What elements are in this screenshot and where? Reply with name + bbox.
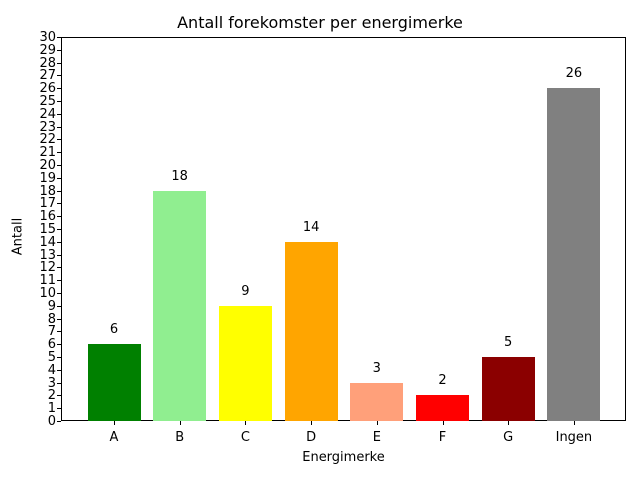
bar-value-label: 5 [504,335,513,350]
x-tick-label: Ingen [555,430,593,445]
y-tick-label: 30 [39,30,56,45]
y-tick-label: 16 [39,209,56,225]
x-axis-label: Energimerke [302,450,385,465]
y-tick-mark [57,369,61,371]
y-tick-label: 14 [39,234,56,250]
x-tick-label: A [109,430,119,445]
y-tick-mark [57,421,61,422]
y-tick-mark [57,113,61,115]
y-tick-label: 4 [47,362,56,378]
x-tick-mark [179,421,181,425]
y-tick-mark [57,408,61,410]
y-tick-mark [57,203,61,205]
chart-title: Antall forekomster per energimerke [177,13,463,32]
y-tick-mark [57,344,61,346]
y-tick-mark [57,216,61,218]
y-tick-label: 22 [39,132,56,148]
x-tick-mark [442,421,444,425]
bar-ingen [547,88,601,421]
y-tick-mark [57,190,61,192]
y-tick-mark [57,49,61,51]
bar-value-label: 18 [171,168,188,184]
y-tick-label: 10 [39,286,56,301]
y-tick-mark [57,357,61,358]
bar-value-label: 9 [241,283,250,299]
y-tick-mark [57,318,61,320]
bar-f [416,395,469,421]
y-tick-label: 3 [47,375,56,391]
y-tick-label: 12 [39,260,56,276]
y-tick-mark [57,241,61,243]
y-tick-label: 0 [47,414,56,429]
bar-value-label: 2 [438,373,447,389]
y-axis-label: Antall [10,217,26,256]
x-tick-label: D [306,430,317,445]
bar-value-label: 3 [372,360,381,376]
y-tick-mark [57,293,61,294]
y-tick-label: 28 [39,55,56,71]
y-tick-mark [57,88,61,90]
y-tick-label: 8 [47,311,56,327]
y-tick-label: 25 [39,94,56,109]
x-tick-mark [311,421,313,425]
y-tick-mark [57,165,61,166]
bar-d [284,241,338,421]
x-tick-mark [376,421,378,425]
x-tick-label: G [503,430,514,445]
y-tick-label: 9 [47,298,56,314]
y-tick-label: 23 [39,119,56,135]
x-tick-mark [508,421,510,425]
y-tick-label: 29 [39,42,56,58]
bar-b [153,190,207,421]
x-tick-mark [114,421,115,425]
x-tick-label: C [240,430,250,445]
y-tick-label: 5 [47,350,56,365]
y-tick-mark [57,177,61,179]
y-tick-label: 27 [39,68,56,84]
y-tick-label: 15 [39,222,56,237]
plot-area [61,37,626,421]
x-tick-label: F [438,430,447,445]
y-tick-label: 19 [39,170,56,186]
bar-value-label: 6 [109,322,119,338]
bar-e [350,382,404,421]
y-tick-mark [57,152,61,154]
bar-a [87,344,141,421]
y-tick-mark [57,267,61,269]
x-tick-label: B [175,430,185,445]
y-tick-mark [57,382,61,384]
x-tick-label: E [372,430,381,445]
bar-value-label: 14 [302,219,320,235]
y-tick-mark [57,101,61,102]
y-tick-mark [57,395,61,397]
y-tick-mark [57,305,61,307]
y-tick-label: 6 [47,337,56,353]
y-tick-label: 20 [39,158,56,173]
y-tick-label: 18 [39,183,56,199]
y-tick-label: 17 [39,196,56,212]
y-tick-mark [57,126,61,128]
y-tick-label: 7 [47,324,56,340]
bar-c [218,305,272,421]
y-tick-label: 2 [47,388,56,404]
y-tick-label: 11 [39,273,56,289]
y-tick-mark [57,280,61,282]
y-tick-label: 13 [39,247,56,263]
y-tick-mark [57,229,61,230]
y-tick-label: 1 [47,401,56,417]
x-tick-mark [245,421,247,425]
bar-g [481,357,535,421]
y-tick-label: 24 [39,106,56,122]
y-tick-mark [57,254,61,256]
y-tick-mark [57,331,61,333]
y-tick-mark [57,62,61,64]
y-tick-mark [57,37,61,38]
y-tick-mark [57,75,61,77]
bar-value-label: 26 [565,66,583,82]
x-tick-mark [573,421,575,425]
y-tick-label: 21 [39,145,56,161]
y-tick-mark [57,139,61,141]
y-tick-label: 26 [39,81,56,97]
